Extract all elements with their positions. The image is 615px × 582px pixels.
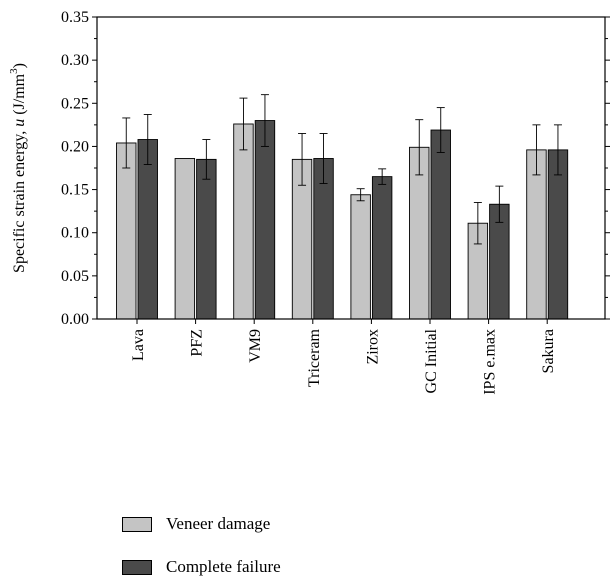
x-axis-ticks: Lava PFZ VM9 Triceram Zirox GC Initial IPS e.m…: [130, 319, 557, 395]
legend-swatch-veneer-damage: [122, 516, 152, 532]
y-tick-label: 0.20: [61, 138, 89, 155]
x-tick-label: GC Initial: [423, 328, 440, 393]
bar-group: [116, 120, 569, 320]
y-axis-label-unit: (J/mm: [11, 73, 28, 118]
bar-gc-initial-complete-failure: [430, 129, 451, 320]
y-tick-label: 0.25: [61, 95, 89, 112]
y-tick-label: 0.05: [61, 268, 89, 285]
bar-lava-complete-failure: [137, 139, 158, 320]
y-axis-label-text: Specific strain energy,: [11, 127, 28, 273]
y-axis-ticks: 0.00 0.05 0.10 0.15 0.20 0.25 0.30 0.35: [61, 9, 610, 328]
x-tick-label: Zirox: [364, 329, 381, 365]
x-tick-label: PFZ: [189, 329, 206, 357]
x-tick-label: Sakura: [540, 329, 557, 373]
x-tick-label: VM9: [247, 329, 264, 363]
bar-vm9-veneer-damage: [233, 123, 254, 320]
bar-zirox-veneer-damage: [350, 194, 371, 320]
legend-item-complete-failure: Complete failure: [122, 557, 281, 577]
legend-label-complete-failure: Complete failure: [166, 557, 281, 576]
x-tick-label: Lava: [130, 329, 147, 361]
y-tick-label: 0.35: [61, 9, 89, 26]
y-tick-label: 0.15: [61, 182, 89, 199]
legend-item-veneer-damage: Veneer damage: [122, 514, 270, 534]
legend-label-veneer-damage: Veneer damage: [166, 514, 271, 533]
legend-swatch-complete-failure: [122, 559, 152, 575]
y-axis-label-unit-close: ): [11, 63, 28, 68]
x-tick-label: IPS e.max: [482, 329, 499, 395]
bar-pfz-complete-failure: [196, 158, 217, 320]
y-tick-label: 0.30: [61, 52, 89, 69]
y-tick-label: 0.00: [61, 311, 89, 328]
error-bar-group: [122, 94, 562, 245]
y-axis-label-unit-exponent: 3: [8, 68, 20, 74]
x-tick-label: Triceram: [306, 328, 323, 387]
bar-lava-veneer-damage: [116, 142, 137, 320]
bar-pfz-veneer-damage: [174, 158, 196, 320]
bar-vm9-complete-failure: [254, 120, 276, 320]
y-tick-label: 0.10: [61, 225, 89, 242]
bar-zirox-complete-failure: [371, 176, 393, 320]
y-axis-label-symbol: u: [11, 119, 28, 127]
y-axis-label: Specific strain energy, u (J/mm3): [8, 63, 28, 273]
